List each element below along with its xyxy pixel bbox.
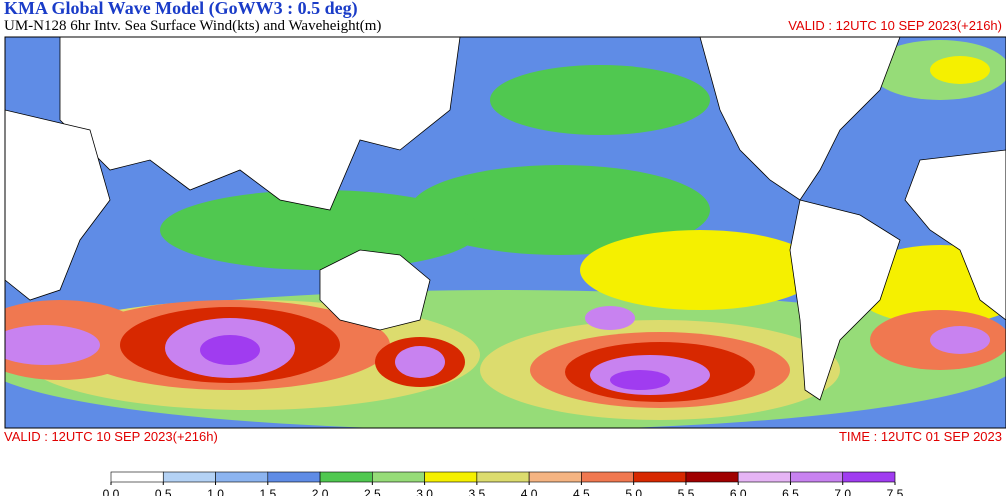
colorbar-tick-label: 1.5 <box>259 487 276 496</box>
colorbar-tick-label: 0.5 <box>155 487 172 496</box>
subtitle: UM-N128 6hr Intv. Sea Surface Wind(kts) … <box>4 18 381 34</box>
colorbar-cell <box>528 471 582 483</box>
colorbar-tick-label: 6.5 <box>782 487 799 496</box>
map <box>4 36 1006 429</box>
colorbar-cell <box>633 471 687 483</box>
colorbar-tick-label: 1.0 <box>207 487 224 496</box>
colorbar-cell <box>476 471 530 483</box>
colorbar-tick-label: 2.5 <box>364 487 381 496</box>
colorbar-cell <box>842 471 896 483</box>
colorbar-tick-label: 3.5 <box>469 487 486 496</box>
colorbar-cell <box>685 471 739 483</box>
colorbar-cell <box>162 471 216 483</box>
colorbar-cell <box>319 471 373 483</box>
colorbar-tick-label: 2.0 <box>312 487 329 496</box>
colorbar-cell <box>372 471 425 483</box>
colorbar-cell <box>110 471 164 483</box>
colorbar-cell <box>790 471 844 483</box>
time: TIME : 12UTC 01 SEP 2023 <box>839 429 1002 444</box>
colorbar-tick-label: 5.0 <box>625 487 642 496</box>
colorbar-cell <box>581 471 634 483</box>
colorbar-cell <box>267 471 321 483</box>
colorbar-tick-label: 6.0 <box>730 487 747 496</box>
colorbar-cell <box>424 471 478 483</box>
colorbar-cell <box>737 471 791 483</box>
colorbar-cell <box>215 471 269 483</box>
valid-top: VALID : 12UTC 10 SEP 2023(+216h) <box>788 18 1002 33</box>
colorbar-tick-label: 4.0 <box>521 487 538 496</box>
colorbar-tick-label: 7.0 <box>834 487 851 496</box>
colorbar: 0.0 0.5 1.0 1.5 2.0 2.5 3.0 3.5 4.0 4.5 5.0 5.5 6.0 6… <box>103 471 904 496</box>
valid-bottom: VALID : 12UTC 10 SEP 2023(+216h) <box>4 429 218 444</box>
colorbar-tick-label: 5.5 <box>678 487 695 496</box>
colorbar-tick-label: 3.0 <box>416 487 433 496</box>
colorbar-tick-label: 4.5 <box>573 487 590 496</box>
colorbar-tick-label: 7.5 <box>887 487 904 496</box>
colorbar-tick-label: 0.0 <box>103 487 120 496</box>
title: KMA Global Wave Model (GoWW3 : 0.5 deg) <box>4 0 358 19</box>
